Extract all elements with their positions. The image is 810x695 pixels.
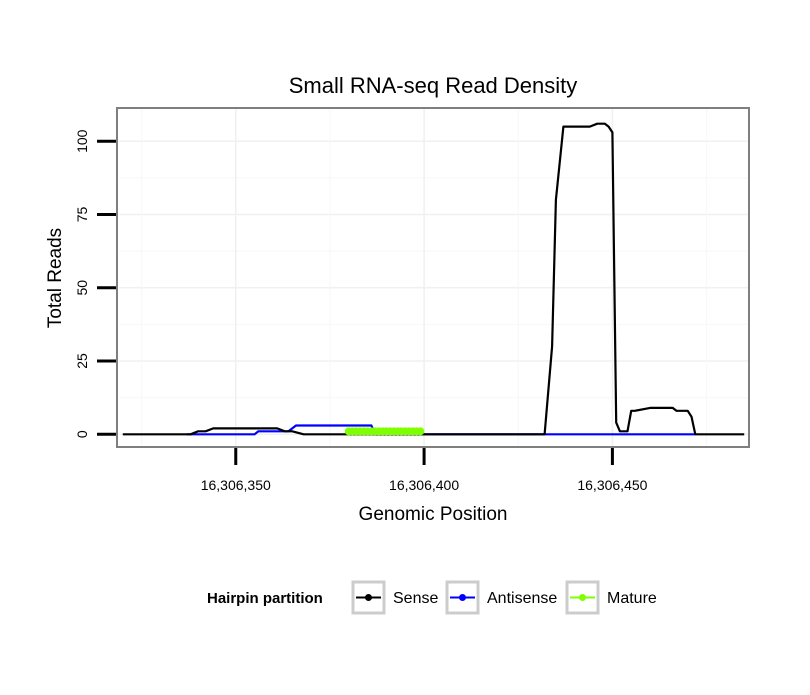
y-tick-label: 75 <box>74 206 90 222</box>
legend-title: Hairpin partition <box>207 590 323 607</box>
grid <box>119 109 748 446</box>
x-axis-title: Genomic Position <box>359 504 508 525</box>
y-tick-label: 0 <box>74 430 90 438</box>
series-layer <box>122 122 745 436</box>
data-point-mature <box>416 427 425 436</box>
axes: 0 25 50 75 100 16,306,350 16,306,400 16,306,450 <box>74 129 648 493</box>
y-tick-label: 100 <box>74 129 90 153</box>
series-line-sense <box>122 122 745 436</box>
y-tick-label: 25 <box>74 353 90 369</box>
legend: Hairpin partition Sense Antisense Mature <box>207 580 657 615</box>
y-tick-label: 50 <box>74 280 90 296</box>
y-axis-title: Total Reads <box>45 228 66 328</box>
x-tick-label: 16,306,450 <box>577 477 647 493</box>
x-tick-label: 16,306,400 <box>389 477 459 493</box>
legend-label-mature: Mature <box>607 590 657 607</box>
legend-marker-antisense <box>459 594 466 601</box>
panel-border <box>116 107 750 448</box>
chart-title: Small RNA-seq Read Density <box>289 73 578 98</box>
legend-label-sense: Sense <box>393 590 438 607</box>
x-tick-label: 16,306,350 <box>201 477 271 493</box>
legend-label-antisense: Antisense <box>487 590 557 607</box>
legend-marker-mature <box>579 594 586 601</box>
legend-marker-sense <box>365 594 372 601</box>
